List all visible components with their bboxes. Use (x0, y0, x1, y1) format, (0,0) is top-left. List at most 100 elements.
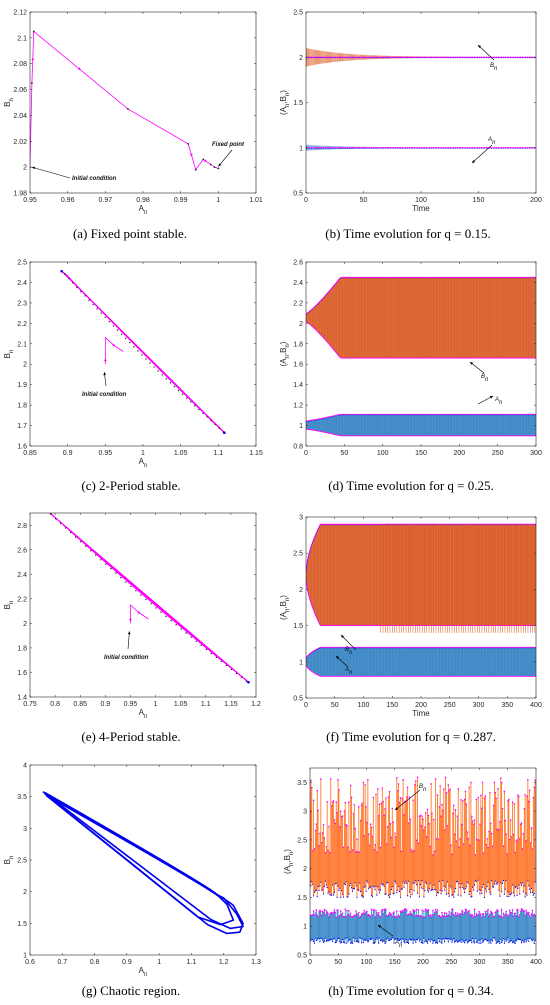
bn-arrow-arrow (341, 635, 345, 639)
sample-point (449, 788, 451, 790)
sample-point (419, 814, 422, 817)
sample-point (526, 894, 528, 896)
plot-frame (29, 764, 257, 956)
sample-point (461, 909, 463, 912)
x-tick-label: 150 (386, 702, 398, 709)
x-tick-label: 1.15 (249, 450, 263, 457)
sample-point (396, 916, 399, 918)
sample-point (331, 913, 334, 915)
sample-point (491, 845, 494, 848)
sample-point (405, 909, 408, 912)
orbit-point (185, 632, 187, 634)
direction-arrow (189, 153, 193, 157)
direction-arrow (137, 611, 141, 614)
x-tick-label: 50 (331, 702, 339, 709)
sample-point (324, 913, 327, 916)
sample-point (518, 795, 520, 798)
sample-point (391, 937, 393, 939)
sample-point (378, 942, 380, 944)
sample-point (474, 880, 477, 882)
x-tick-label: 0.9 (122, 959, 132, 966)
an-arrow-line (377, 924, 394, 937)
sample-point (530, 827, 533, 829)
sample-point (470, 896, 472, 898)
sample-point (356, 896, 358, 898)
x-tick-label: 0.96 (61, 197, 75, 204)
sample-point (463, 911, 466, 914)
sample-point (390, 938, 392, 940)
an-arrow-arrow (472, 160, 476, 163)
sample-point (425, 940, 427, 942)
sample-point (436, 942, 439, 944)
sample-point (370, 908, 373, 910)
sample-point (500, 781, 503, 784)
sample-point (486, 940, 488, 942)
bn-label: Bn (481, 374, 489, 383)
sample-point (334, 822, 337, 825)
sample-point (517, 887, 519, 889)
caption-e: (e) 4-Period stable. (81, 729, 180, 744)
orbit-point (88, 299, 90, 301)
sample-point (310, 939, 312, 942)
x-tick-label: 0.8 (90, 959, 100, 966)
y-axis-label: (An,Bn) (283, 849, 295, 874)
x-tick-label: 0.95 (99, 450, 113, 457)
sample-point (478, 889, 480, 891)
sample-point (497, 910, 499, 912)
x-tick-label: 0.97 (99, 197, 113, 204)
sample-point (448, 937, 450, 940)
sample-point (462, 913, 465, 916)
y-tick-label: 2.4 (17, 572, 27, 579)
sample-point (315, 939, 317, 942)
sample-point (532, 938, 534, 940)
sample-point (360, 890, 362, 893)
sample-point (411, 914, 413, 916)
y-tick-label: 2.5 (17, 260, 27, 267)
sample-point (454, 940, 457, 942)
sample-point (408, 891, 411, 893)
sample-point (351, 849, 354, 851)
sample-point (370, 938, 373, 940)
sample-point (321, 937, 323, 940)
orbit-point (195, 640, 197, 642)
orbit-point (100, 312, 102, 314)
sample-point (513, 942, 515, 944)
sample-point (471, 914, 474, 917)
sample-point (480, 889, 482, 891)
sample-point (355, 940, 357, 942)
sample-point (430, 916, 432, 919)
sample-point (460, 939, 462, 941)
sample-point (503, 914, 506, 917)
sample-point (362, 781, 365, 784)
bn-arrow-line (394, 789, 421, 811)
y-tick-label: 2 (299, 55, 303, 62)
sample-point (331, 938, 333, 941)
sample-point (465, 886, 467, 888)
orbit-point (120, 333, 123, 335)
sample-point (399, 896, 401, 899)
sample-point (473, 819, 476, 821)
sample-point (355, 910, 357, 912)
sample-point (520, 942, 523, 944)
sample-point (469, 939, 471, 941)
sample-point (336, 812, 338, 814)
sample-point (322, 823, 325, 826)
sample-point (417, 880, 420, 882)
sample-point (330, 894, 332, 896)
sample-point (454, 941, 456, 943)
x-tick-label: 0.85 (73, 701, 87, 708)
sample-point (328, 891, 330, 893)
sample-point (391, 885, 393, 888)
sample-point (416, 776, 419, 779)
sample-point (516, 839, 518, 841)
sample-point (414, 939, 416, 941)
plot-area (306, 523, 536, 677)
sample-point (529, 937, 532, 939)
sample-point (368, 844, 371, 847)
sample-point (452, 939, 454, 941)
x-axis-label: An (139, 204, 148, 216)
x-tick-label: 1.1 (201, 701, 211, 708)
sample-point (461, 941, 463, 943)
sample-point (446, 824, 449, 827)
sample-point (422, 916, 424, 919)
